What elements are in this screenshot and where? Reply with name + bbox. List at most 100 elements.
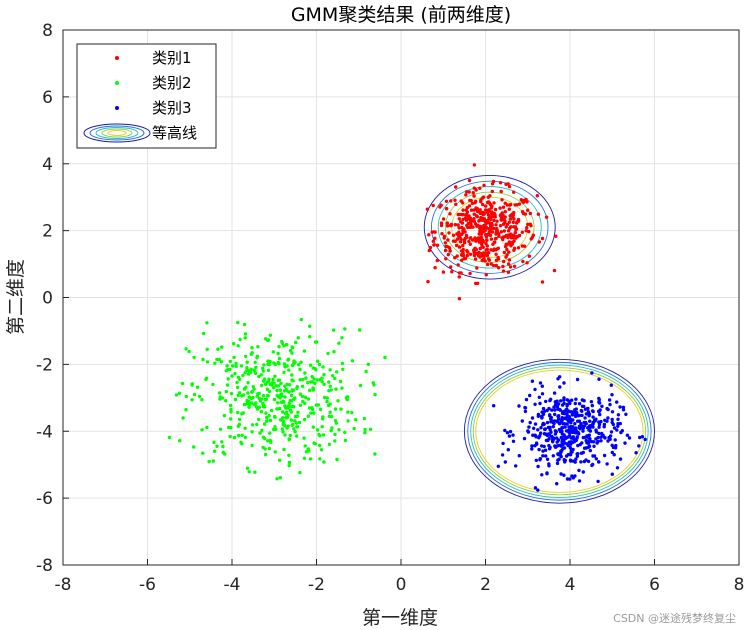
legend-label-series-2: 类别2 <box>152 74 192 92</box>
series-2-point <box>207 459 211 464</box>
series-2-point <box>219 360 224 364</box>
series-3-point <box>556 377 560 381</box>
series-2-point <box>298 392 302 396</box>
series-2-point <box>265 419 269 423</box>
series-2-point <box>205 425 209 430</box>
series-2-point <box>333 439 337 443</box>
series-3-point <box>544 438 549 443</box>
series-3-point <box>533 387 537 392</box>
series-2-point <box>333 419 338 423</box>
x-tick-label: 4 <box>565 575 576 595</box>
series-2-point <box>318 443 322 448</box>
series-2-point <box>308 335 312 339</box>
series-2-point <box>298 403 303 407</box>
series-1-point <box>439 223 444 228</box>
series-1-point <box>521 259 525 264</box>
series-3-point <box>557 407 562 412</box>
series-2-point <box>336 399 340 403</box>
series-2-point <box>296 410 300 414</box>
series-1-point <box>469 222 473 226</box>
series-2-point <box>275 407 279 411</box>
series-2-point <box>273 425 277 429</box>
series-3-point <box>582 399 586 403</box>
series-1-point <box>507 207 511 211</box>
y-tick-label: 4 <box>42 155 53 175</box>
series-2-point <box>237 391 242 395</box>
series-1-point <box>484 273 488 277</box>
series-2-point <box>245 402 249 406</box>
series-2-point <box>280 416 285 420</box>
series-1-point <box>454 185 458 189</box>
series-2-point <box>234 364 238 368</box>
series-1-point <box>536 212 541 216</box>
series-1-point <box>500 236 504 240</box>
series-3-point <box>560 416 564 420</box>
series-1-point <box>502 259 506 264</box>
series-3-point <box>562 401 566 406</box>
series-1-point <box>449 199 453 203</box>
series-3-point <box>562 409 566 414</box>
series-2-point <box>278 406 282 411</box>
series-1-point <box>492 226 496 231</box>
series-2-point <box>291 388 296 392</box>
series-2-point <box>201 331 206 336</box>
series-1-point <box>552 268 557 273</box>
series-3-point <box>596 439 600 444</box>
series-3-point <box>579 408 583 413</box>
series-2-point <box>241 373 245 378</box>
series-2-point <box>302 456 307 460</box>
series-1-point <box>506 182 510 186</box>
series-1-point <box>453 256 457 260</box>
series-3-point <box>540 473 544 477</box>
series-3-point <box>562 433 566 437</box>
series-3-point <box>615 428 619 432</box>
series-2-point <box>303 395 308 399</box>
series-2-point <box>297 363 301 367</box>
series-2-point <box>302 436 306 440</box>
series-1-point <box>482 253 486 258</box>
series-3-point <box>606 416 610 420</box>
series-2-point <box>314 340 319 344</box>
series-3-point <box>553 412 557 417</box>
series-2-point <box>366 362 370 366</box>
series-2-point <box>264 397 268 401</box>
series-3-point <box>577 468 581 473</box>
series-1-point <box>516 219 521 223</box>
series-3-point <box>609 430 614 434</box>
series-2-point <box>233 371 237 376</box>
series-2-point <box>260 383 264 388</box>
series-1-point <box>475 208 480 213</box>
series-2-point <box>313 381 317 385</box>
series-3-point <box>618 457 623 461</box>
series-2-point <box>222 413 227 418</box>
series-2-point <box>268 431 272 435</box>
series-2-point <box>190 382 194 386</box>
series-1-point <box>510 242 515 246</box>
series-1-point <box>508 225 513 229</box>
series-1-point <box>444 257 448 261</box>
series-2-point <box>239 440 243 444</box>
series-3-point <box>547 464 551 468</box>
series-2-point <box>232 342 236 346</box>
series-3-point <box>579 460 583 464</box>
series-3-point <box>591 425 595 429</box>
series-3-point <box>532 426 536 430</box>
contour-ring-1-4 <box>444 191 535 263</box>
series-3-point <box>568 477 572 481</box>
series-2-point <box>262 422 267 426</box>
scatter-points <box>167 163 647 492</box>
series-2-point <box>263 436 267 441</box>
series-1-point <box>460 232 464 236</box>
series-3-point <box>543 409 547 413</box>
series-3-point <box>527 425 531 429</box>
series-2-point <box>236 393 240 398</box>
series-2-point <box>220 440 224 444</box>
series-2-point <box>274 384 278 388</box>
series-3-point <box>503 428 507 433</box>
series-3-point <box>565 404 569 408</box>
series-2-point <box>266 379 271 384</box>
series-3-point <box>580 413 584 418</box>
series-3-point <box>539 431 543 435</box>
series-1-point <box>489 206 493 210</box>
series-1-point <box>511 220 515 224</box>
